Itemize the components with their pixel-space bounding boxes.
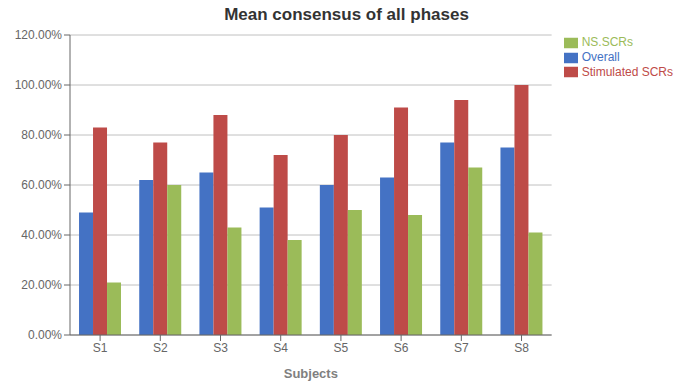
svg-text:S6: S6 [394, 341, 409, 355]
svg-text:0.00%: 0.00% [28, 328, 62, 342]
html-text:Overall: Overall [581, 49, 620, 64]
svg-text:S3: S3 [213, 341, 228, 355]
svg-text:120.00%: 120.00% [15, 30, 63, 42]
svg-text:80.00%: 80.00% [21, 128, 62, 142]
svg-text:S2: S2 [153, 341, 168, 355]
svg-text:Subjects: Subjects [284, 366, 338, 381]
svg-text:S7: S7 [454, 341, 469, 355]
svg-text:S1: S1 [93, 341, 108, 355]
svg-text:S4: S4 [273, 341, 288, 355]
html-text:Stimulated SCRs: Stimulated SCRs [581, 64, 673, 79]
html-text:NS.SCRs: NS.SCRs [581, 35, 633, 49]
svg-text:100.00%: 100.00% [15, 78, 63, 92]
svg-text:60.00%: 60.00% [21, 178, 62, 192]
svg-text:S5: S5 [334, 341, 349, 355]
svg-text:40.00%: 40.00% [21, 228, 62, 242]
svg-text:20.00%: 20.00% [21, 278, 62, 292]
html-text:Mean consensus of all phases: Mean consensus of all phases [224, 5, 469, 24]
svg-text:S8: S8 [514, 341, 529, 355]
